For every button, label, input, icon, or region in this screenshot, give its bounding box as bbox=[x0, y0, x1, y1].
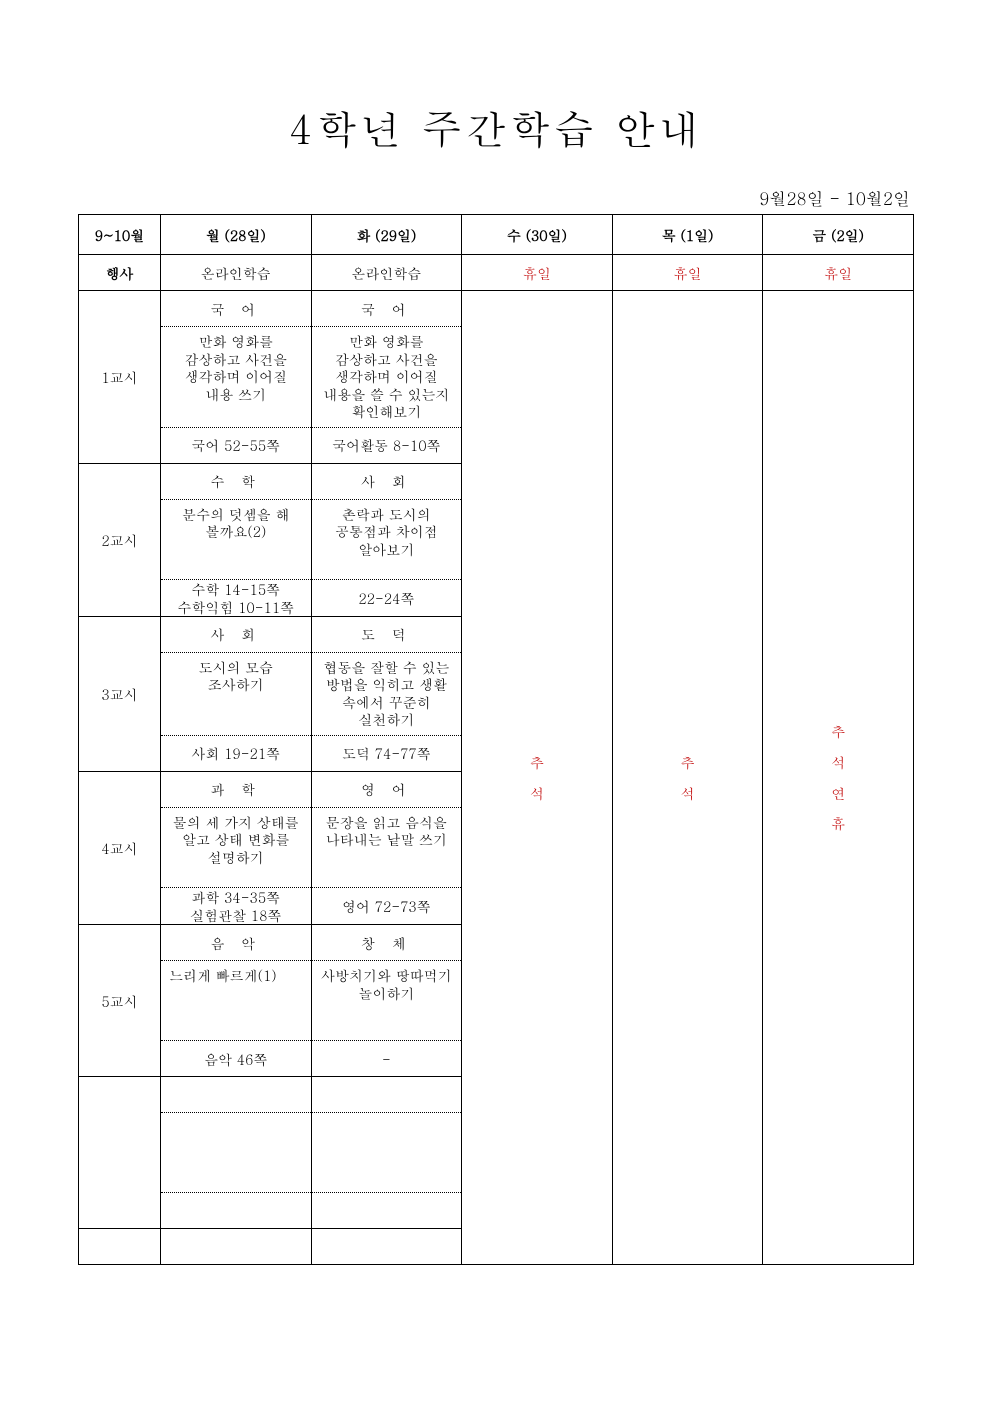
period-6-label bbox=[79, 1077, 161, 1229]
p6-mon-desc bbox=[161, 1113, 312, 1193]
period-1-label: 1교시 bbox=[79, 291, 161, 464]
p1-subject-row: 1교시 국 어 국 어 추석 추석 추석연휴 bbox=[79, 291, 914, 327]
p7-tue-a bbox=[311, 1229, 462, 1265]
event-mon: 온라인학습 bbox=[161, 255, 312, 291]
p5-tue-subject: 창 체 bbox=[311, 925, 462, 961]
page: 4학년 주간학습 안내 9월28일 - 10월2일 9~10월 월 (28일) … bbox=[0, 0, 992, 1325]
p5-tue-desc: 사방치기와 땅따먹기 놀이하기 bbox=[311, 961, 462, 1041]
p2-tue-desc: 촌락과 도시의 공통점과 차이점 알아보기 bbox=[311, 499, 462, 579]
holiday-fri: 추석연휴 bbox=[763, 291, 914, 1265]
event-row: 행사 온라인학습 온라인학습 휴일 휴일 휴일 bbox=[79, 255, 914, 291]
event-tue: 온라인학습 bbox=[311, 255, 462, 291]
p4-mon-subject: 과 학 bbox=[161, 771, 312, 807]
event-thu: 휴일 bbox=[612, 255, 763, 291]
event-fri: 휴일 bbox=[763, 255, 914, 291]
p6-tue-desc bbox=[311, 1113, 462, 1193]
event-wed: 휴일 bbox=[462, 255, 613, 291]
p5-mon-desc: 느리게 빠르게(1) bbox=[161, 961, 312, 1041]
period-4-label: 4교시 bbox=[79, 771, 161, 924]
period-7-label bbox=[79, 1229, 161, 1265]
p3-mon-desc: 도시의 모습 조사하기 bbox=[161, 652, 312, 735]
p1-tue-subject: 국 어 bbox=[311, 291, 462, 327]
p1-tue-pages: 국어활동 8-10쪽 bbox=[311, 427, 462, 463]
p7-mon-a bbox=[161, 1229, 312, 1265]
p2-tue-subject: 사 회 bbox=[311, 463, 462, 499]
p4-mon-desc: 물의 세 가지 상태를 알고 상태 변화를 설명하기 bbox=[161, 807, 312, 887]
p6-mon-subject bbox=[161, 1077, 312, 1113]
p1-tue-desc: 만화 영화를 감상하고 사건을 생각하며 이어질 내용을 쓸 수 있는지 확인해… bbox=[311, 327, 462, 428]
p2-mon-subject: 수 학 bbox=[161, 463, 312, 499]
day-header-tue: 화 (29일) bbox=[311, 215, 462, 255]
header-row: 9~10월 월 (28일) 화 (29일) 수 (30일) 목 (1일) 금 (… bbox=[79, 215, 914, 255]
page-title: 4학년 주간학습 안내 bbox=[78, 100, 914, 156]
p1-mon-pages: 국어 52-55쪽 bbox=[161, 427, 312, 463]
p4-tue-desc: 문장을 읽고 음식을 나타내는 낱말 쓰기 bbox=[311, 807, 462, 887]
p2-mon-pages: 수학 14-15쪽 수학익힘 10-11쪽 bbox=[161, 579, 312, 616]
date-range: 9월28일 - 10월2일 bbox=[78, 186, 914, 210]
p3-tue-desc: 협동을 잘할 수 있는 방법을 익히고 생활 속에서 꾸준히 실천하기 bbox=[311, 652, 462, 735]
period-header: 9~10월 bbox=[79, 215, 161, 255]
p4-tue-subject: 영 어 bbox=[311, 771, 462, 807]
day-header-fri: 금 (2일) bbox=[763, 215, 914, 255]
day-header-mon: 월 (28일) bbox=[161, 215, 312, 255]
p3-tue-pages: 도덕 74-77쪽 bbox=[311, 735, 462, 771]
p6-tue-subject bbox=[311, 1077, 462, 1113]
period-2-label: 2교시 bbox=[79, 463, 161, 616]
p5-mon-subject: 음 악 bbox=[161, 925, 312, 961]
schedule-table: 9~10월 월 (28일) 화 (29일) 수 (30일) 목 (1일) 금 (… bbox=[78, 214, 914, 1265]
event-label: 행사 bbox=[79, 255, 161, 291]
p2-tue-pages: 22-24쪽 bbox=[311, 579, 462, 616]
p2-mon-desc: 분수의 덧셈을 해 볼까요(2) bbox=[161, 499, 312, 579]
day-header-wed: 수 (30일) bbox=[462, 215, 613, 255]
p1-mon-desc: 만화 영화를 감상하고 사건을 생각하며 이어질 내용 쓰기 bbox=[161, 327, 312, 428]
period-5-label: 5교시 bbox=[79, 925, 161, 1077]
p5-mon-pages: 음악 46쪽 bbox=[161, 1041, 312, 1077]
p3-tue-subject: 도 덕 bbox=[311, 616, 462, 652]
period-3-label: 3교시 bbox=[79, 616, 161, 771]
day-header-thu: 목 (1일) bbox=[612, 215, 763, 255]
holiday-thu: 추석 bbox=[612, 291, 763, 1265]
holiday-wed: 추석 bbox=[462, 291, 613, 1265]
p3-mon-pages: 사회 19-21쪽 bbox=[161, 735, 312, 771]
p4-mon-pages: 과학 34-35쪽 실험관찰 18쪽 bbox=[161, 887, 312, 924]
p3-mon-subject: 사 회 bbox=[161, 616, 312, 652]
p6-tue-pages bbox=[311, 1193, 462, 1229]
p1-mon-subject: 국 어 bbox=[161, 291, 312, 327]
p6-mon-pages bbox=[161, 1193, 312, 1229]
p5-tue-pages: - bbox=[311, 1041, 462, 1077]
p4-tue-pages: 영어 72-73쪽 bbox=[311, 887, 462, 924]
